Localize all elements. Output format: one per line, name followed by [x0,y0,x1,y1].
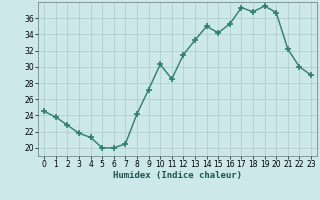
X-axis label: Humidex (Indice chaleur): Humidex (Indice chaleur) [113,171,242,180]
